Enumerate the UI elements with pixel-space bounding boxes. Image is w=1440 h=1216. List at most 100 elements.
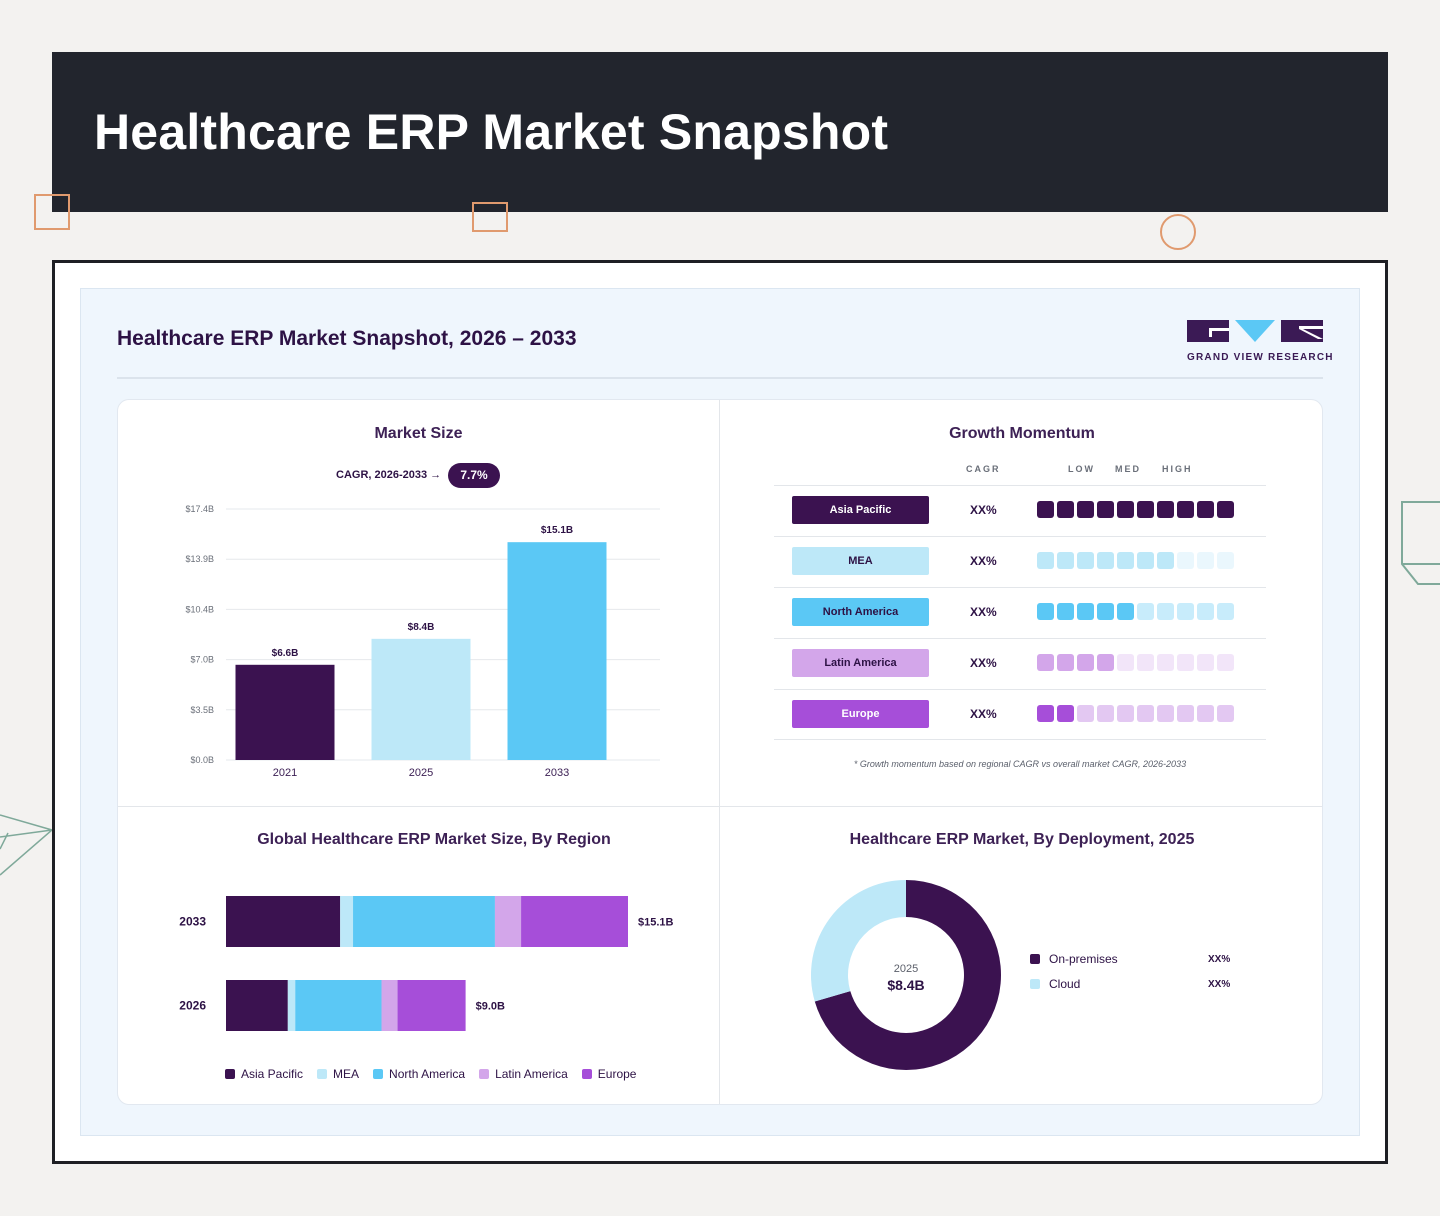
region-segment-asia-pacific [226, 980, 288, 1031]
region-cagr-value: XX% [970, 707, 997, 721]
deployment-chart: 2025 $8.4B [811, 880, 1001, 1070]
region-segment-mea [287, 980, 296, 1031]
snapshot-frame: Healthcare ERP Market Snapshot, 2026 – 2… [52, 260, 1388, 1164]
region-chart-title: Global Healthcare ERP Market Size, By Re… [257, 831, 611, 848]
legend-swatch [1030, 954, 1040, 964]
momentum-cell [1077, 603, 1094, 620]
panel-divider-horizontal [118, 806, 1322, 807]
region-bar-total-label: $9.0B [476, 1001, 505, 1013]
momentum-cell [1177, 705, 1194, 722]
top-banner: Healthcare ERP Market Snapshot [52, 52, 1388, 212]
bar-value-label: $8.4B [408, 622, 435, 633]
decor-circle [1160, 214, 1196, 250]
momentum-cell [1057, 654, 1074, 671]
momentum-cell [1197, 552, 1214, 569]
region-tag: Europe [792, 700, 929, 728]
momentum-cell [1177, 603, 1194, 620]
panel-divider-vertical [719, 400, 720, 1104]
deployment-legend-item: Cloud [1030, 977, 1080, 991]
momentum-cell [1217, 654, 1234, 671]
momentum-scale [1037, 603, 1234, 620]
y-tick-label: $17.4B [185, 504, 214, 514]
y-tick-label: $7.0B [190, 655, 214, 665]
y-tick-label: $10.4B [185, 604, 214, 614]
momentum-cell [1037, 552, 1054, 569]
region-segment-asia-pacific [226, 896, 341, 947]
bar-value-label: $6.6B [272, 648, 299, 659]
y-tick-label: $0.0B [190, 755, 214, 765]
region-segment-europe [521, 896, 628, 947]
momentum-cell [1197, 705, 1214, 722]
cagr-value-badge: 7.7% [448, 463, 500, 488]
region-cagr-value: XX% [970, 656, 997, 670]
momentum-cell [1137, 501, 1154, 518]
legend-swatch [225, 1069, 235, 1079]
momentum-cell [1197, 603, 1214, 620]
momentum-cell [1157, 654, 1174, 671]
y-tick-label: $3.5B [190, 705, 214, 715]
deployment-share-value: XX% [1208, 954, 1231, 965]
x-tick-label: 2021 [273, 767, 297, 779]
momentum-cell [1097, 552, 1114, 569]
momentum-cell [1037, 603, 1054, 620]
momentum-cell [1157, 705, 1174, 722]
legend-label: Latin America [495, 1067, 568, 1081]
region-cagr-value: XX% [970, 554, 997, 568]
legend-item: Europe [581, 1067, 637, 1081]
growth-row: Latin America XX% [774, 638, 1266, 689]
legend-item: Asia Pacific [225, 1067, 303, 1081]
region-tag: MEA [792, 547, 929, 575]
growth-momentum-note: * Growth momentum based on regional CAGR… [853, 759, 1187, 769]
growth-momentum-title: Growth Momentum [949, 425, 1095, 442]
banner-title: Healthcare ERP Market Snapshot [94, 104, 889, 160]
momentum-cell [1117, 552, 1134, 569]
legend-label: Cloud [1049, 977, 1081, 991]
legend-label: Europe [597, 1067, 637, 1081]
region-cagr-value: XX% [970, 503, 997, 517]
momentum-cell [1137, 603, 1154, 620]
legend-swatch [1030, 979, 1040, 989]
region-segment-latin-america [494, 896, 522, 947]
momentum-cell [1077, 705, 1094, 722]
momentum-cell [1057, 705, 1074, 722]
bar-2033 [507, 542, 607, 760]
region-segment-mea [340, 896, 354, 947]
region-segment-europe [397, 980, 466, 1031]
region-tag: Asia Pacific [792, 496, 929, 524]
momentum-cell [1057, 501, 1074, 518]
legend-item: MEA [317, 1067, 359, 1081]
deployment-chart-title: Healthcare ERP Market, By Deployment, 20… [849, 831, 1195, 848]
region-cagr-value: XX% [970, 605, 997, 619]
deployment-legend-item: On-premises [1030, 952, 1118, 966]
legend-swatch [581, 1069, 592, 1079]
momentum-cell [1177, 501, 1194, 518]
dashboard-card: Market Size CAGR, 2026-2033 → 7.7% $0.0B… [117, 399, 1323, 1105]
title-divider [117, 377, 1323, 379]
legend-label: North America [389, 1067, 466, 1081]
momentum-cell [1137, 552, 1154, 569]
region-segment-north-america [295, 980, 382, 1031]
bar-2021 [235, 664, 335, 760]
growth-row: North America XX% [774, 587, 1266, 638]
momentum-cell [1097, 501, 1114, 518]
growth-row: MEA XX% [774, 536, 1266, 587]
momentum-cell [1037, 705, 1054, 722]
momentum-cell [1217, 552, 1234, 569]
growth-row: Europe XX% [774, 689, 1266, 740]
donut-slice-on-premises [814, 880, 1001, 1070]
col-header-high: HIGH [1162, 464, 1193, 474]
y-tick-label: $13.9B [185, 554, 214, 564]
snapshot-panel: Healthcare ERP Market Snapshot, 2026 – 2… [80, 288, 1360, 1136]
region-tag: Latin America [792, 649, 929, 677]
momentum-scale [1037, 705, 1234, 722]
decor-hexagon-right [1401, 501, 1440, 585]
cagr-label: CAGR, 2026-2033 → [336, 469, 442, 481]
legend-item: North America [373, 1067, 465, 1081]
momentum-cell [1117, 654, 1134, 671]
legend-label: Asia Pacific [241, 1067, 304, 1081]
momentum-cell [1217, 501, 1234, 518]
momentum-cell [1177, 654, 1194, 671]
x-tick-label: 2025 [409, 767, 433, 779]
market-size-chart: $0.0B $3.5B $7.0B $10.4B $13.9B $17.4B $6.6B 20… [185, 504, 660, 779]
market-size-title: Market Size [374, 425, 463, 442]
